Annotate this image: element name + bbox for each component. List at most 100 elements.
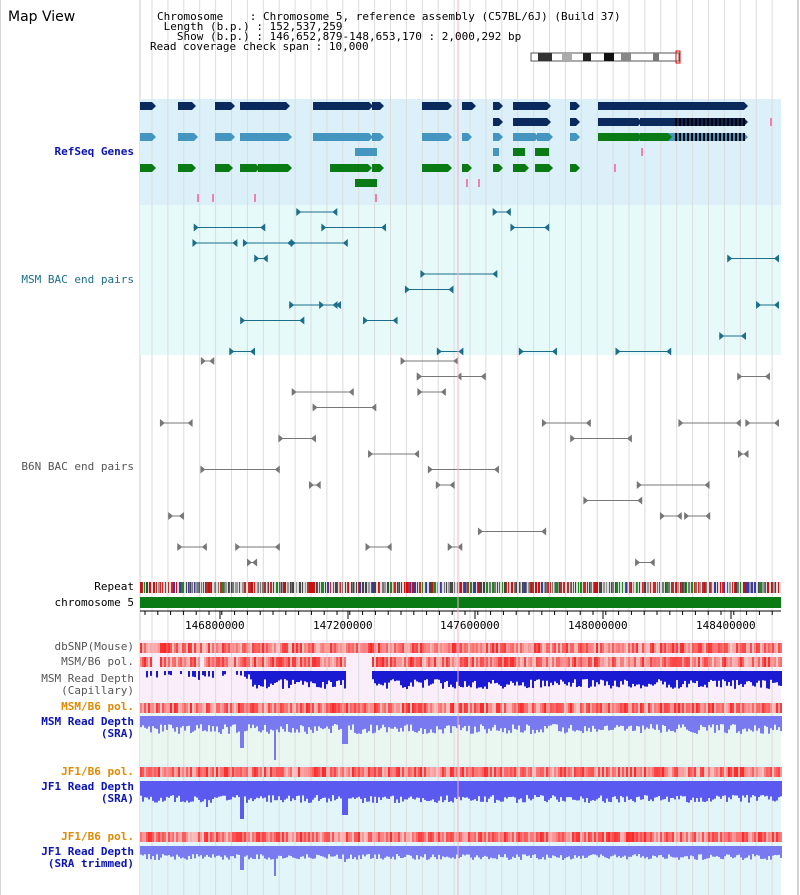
bac-end-pair [416,372,462,381]
gene-feature [422,164,452,172]
gene-feature [598,133,642,141]
bac-end-pair [737,372,770,381]
bac-end-pair [242,239,293,247]
axis-tick-label: 148400000 [696,619,756,632]
track-label-dbsnp[interactable]: dbSNP(Mouse) [54,640,134,653]
bac-end-pair [510,223,550,232]
axis-ticks [140,610,781,619]
bac-end-pair [541,419,591,427]
gene-feature [462,102,476,110]
bac-end-pair [756,301,779,309]
gene-feature [422,102,452,110]
bac-end-pair [291,388,354,396]
bac-end-pair [363,316,398,325]
gene-feature [313,133,373,141]
bac-end-pair [159,419,193,427]
jf1-trimmed-track-bg [140,829,781,895]
gene-feature [140,164,156,172]
bac-end-pair [615,347,672,356]
track-label-jf1-b6-pol-2[interactable]: JF1/B6 pol. [61,830,134,843]
track-label-b6n-bac[interactable]: B6N BAC end pairs [21,460,134,473]
gene-feature [215,102,235,110]
bac-end-pair [636,481,710,489]
bac-end-pair [435,481,455,489]
bac-end-pair [296,208,338,216]
track-label-jf1-depth-trimmed[interactable]: JF1 Read Depth (SRA trimmed) [41,845,134,870]
gene-feature [240,102,262,110]
refseq-gene-features [140,102,772,202]
bac-end-pair [436,347,464,356]
bac-end-pair [427,465,499,474]
track-label-repeat[interactable]: Repeat [94,580,134,593]
gene-feature [493,118,503,126]
gene-feature [240,164,260,172]
bac-end-pair [404,285,454,294]
gene-feature [258,164,292,172]
axis-tick-label: 148000000 [568,619,628,632]
track-label-msm-depth-sra[interactable]: MSM Read Depth (SRA) [41,715,134,740]
bac-end-pair [177,543,207,551]
gene-feature [372,133,384,141]
bac-end-pair [417,372,486,381]
bac-end-pair [570,434,632,443]
repeat-track [140,582,781,593]
bac-end-pair [368,450,420,458]
gene-feature [598,118,642,126]
track-label-jf1-b6-pol[interactable]: JF1/B6 pol. [61,765,134,778]
bac-end-pair [684,512,711,520]
bac-end-pair [492,208,511,216]
bac-end-pair [365,543,392,551]
gene-feature [258,102,290,110]
bac-end-pair [229,347,255,356]
heatmap-tracks [140,643,782,842]
refseq-track-bg [140,99,781,205]
gene-feature [355,148,377,156]
bac-end-pair [254,254,268,263]
bac-end-pair [289,301,338,309]
chromosome-bar [140,597,781,608]
bac-end-pair [659,512,682,520]
gene-feature [178,102,196,110]
msm-sra-track-bg [140,702,781,764]
axis-tick-label: 147200000 [313,619,373,632]
gene-feature [513,148,525,156]
track-label-msm-bac[interactable]: MSM BAC end pairs [21,273,134,286]
bac-end-pair [583,496,643,505]
track-label-msm-b6-pol-2[interactable]: MSM/B6 pol. [61,700,134,713]
track-label-refseq[interactable]: RefSeq Genes [54,145,134,158]
gene-feature [140,102,156,110]
gene-feature [372,102,384,110]
bac-end-pair [727,254,779,263]
track-label-jf1-depth-sra[interactable]: JF1 Read Depth (SRA) [41,780,134,805]
gene-feature [422,133,452,141]
gene-feature [313,102,373,110]
gene-feature [493,148,499,156]
gene-feature [570,133,580,141]
bac-end-pair [193,223,266,232]
bac-end-pair [635,558,655,567]
gene-feature [178,164,196,172]
bac-end-pair [417,388,446,396]
track-label-msm-depth-capillary[interactable]: MSM Read Depth (Capillary) [41,672,134,697]
gene-feature [640,133,672,141]
gene-feature [493,164,503,172]
track-label-msm-b6-pol[interactable]: MSM/B6 pol. [61,655,134,668]
bac-end-pair [420,270,498,278]
bac-end-pair [200,357,215,365]
bac-end-pair [235,543,280,551]
bac-end-pair [247,558,258,567]
bac-end-pair [737,450,749,458]
gene-feature [178,133,198,141]
gene-feature [493,133,503,141]
gene-feature [372,164,384,172]
bac-end-pair [447,543,463,551]
msm-bac-end-pairs [192,208,779,356]
bac-end-pair [278,434,316,443]
bac-end-pair [319,301,342,309]
bac-end-pair [308,481,321,489]
page-title: Map View [8,9,76,25]
gene-feature [140,133,156,141]
gene-feature [355,179,377,187]
gene-feature [640,118,748,126]
